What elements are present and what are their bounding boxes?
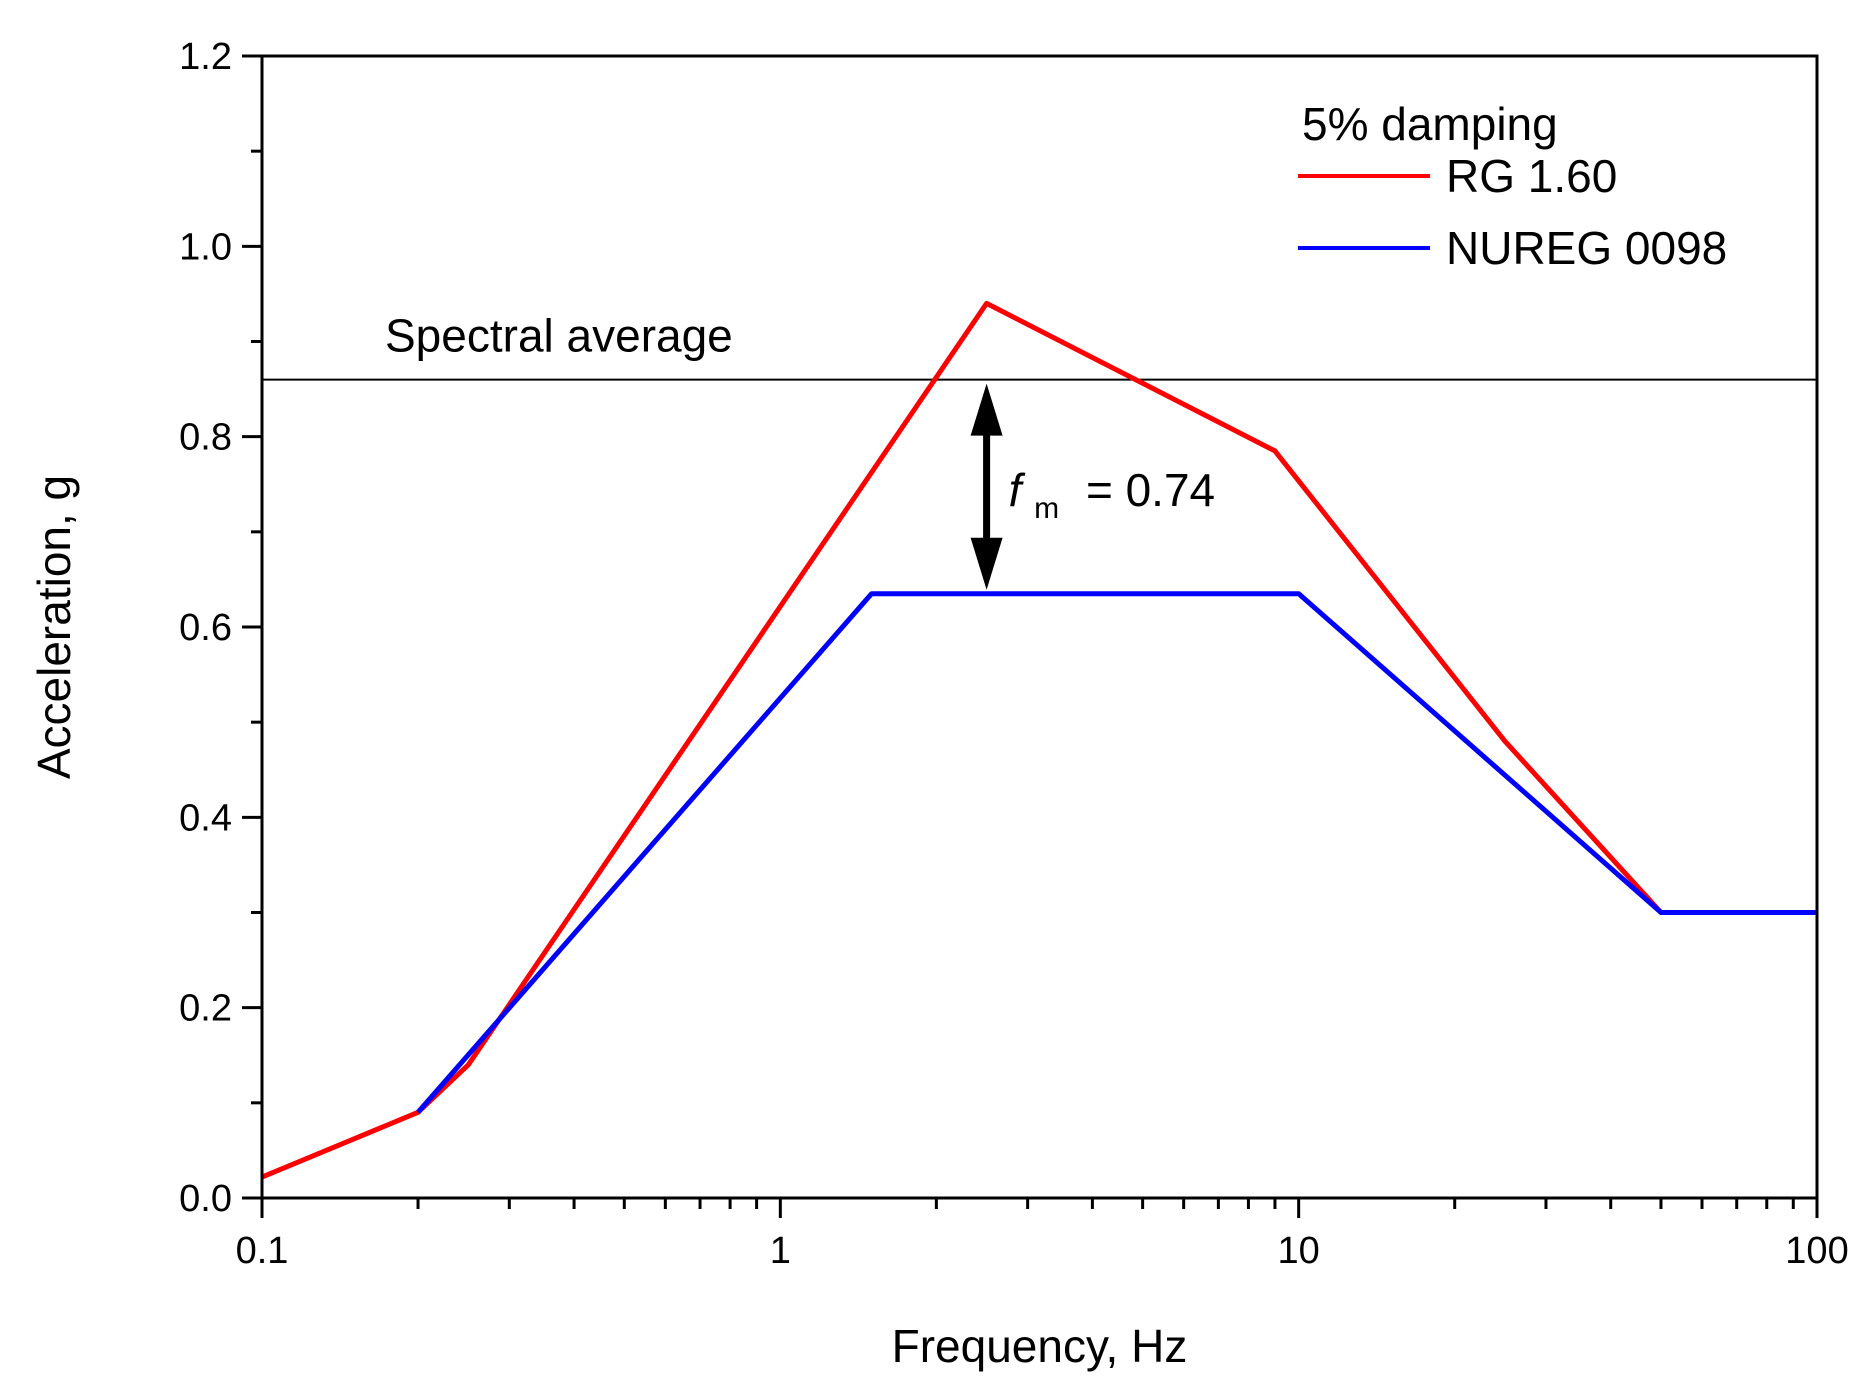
x-axis-title: Frequency, Hz <box>892 1320 1188 1372</box>
y-tick-label: 1.0 <box>179 226 232 268</box>
fm-symbol: f <box>1009 464 1026 516</box>
y-tick-label: 0.8 <box>179 417 232 459</box>
x-tick-label: 100 <box>1785 1230 1848 1272</box>
plot-frame <box>260 54 1819 1200</box>
legend-title: 5% damping <box>1302 98 1558 150</box>
fm-value: = 0.74 <box>1086 464 1215 516</box>
fm-annotation: f m = 0.74 <box>1009 464 1216 528</box>
x-tick-label: 10 <box>1278 1230 1320 1272</box>
y-tick-label: 0.4 <box>179 797 232 839</box>
fm-arrow-head-up <box>970 383 1003 436</box>
y-tick-label: 0.6 <box>179 607 232 649</box>
y-tick-label: 0.0 <box>179 1178 232 1220</box>
spectral-average-label: Spectral average <box>385 310 733 362</box>
y-axis-title: Acceleration, g <box>28 475 80 779</box>
series-line-nureg-0098 <box>416 591 1817 1114</box>
y-tick-label: 0.2 <box>179 988 232 1030</box>
fm-subscript: m <box>1034 492 1059 525</box>
x-tick-label: 1 <box>770 1230 791 1272</box>
y-tick-label: 1.2 <box>179 36 232 78</box>
fm-arrow-head-down <box>970 537 1003 590</box>
legend: 5% damping RG 1.60 NUREG 0098 <box>1298 98 1727 274</box>
legend-label-rg160: RG 1.60 <box>1446 150 1617 202</box>
x-tick-label: 0.1 <box>236 1230 289 1272</box>
legend-label-nureg0098: NUREG 0098 <box>1446 222 1727 274</box>
